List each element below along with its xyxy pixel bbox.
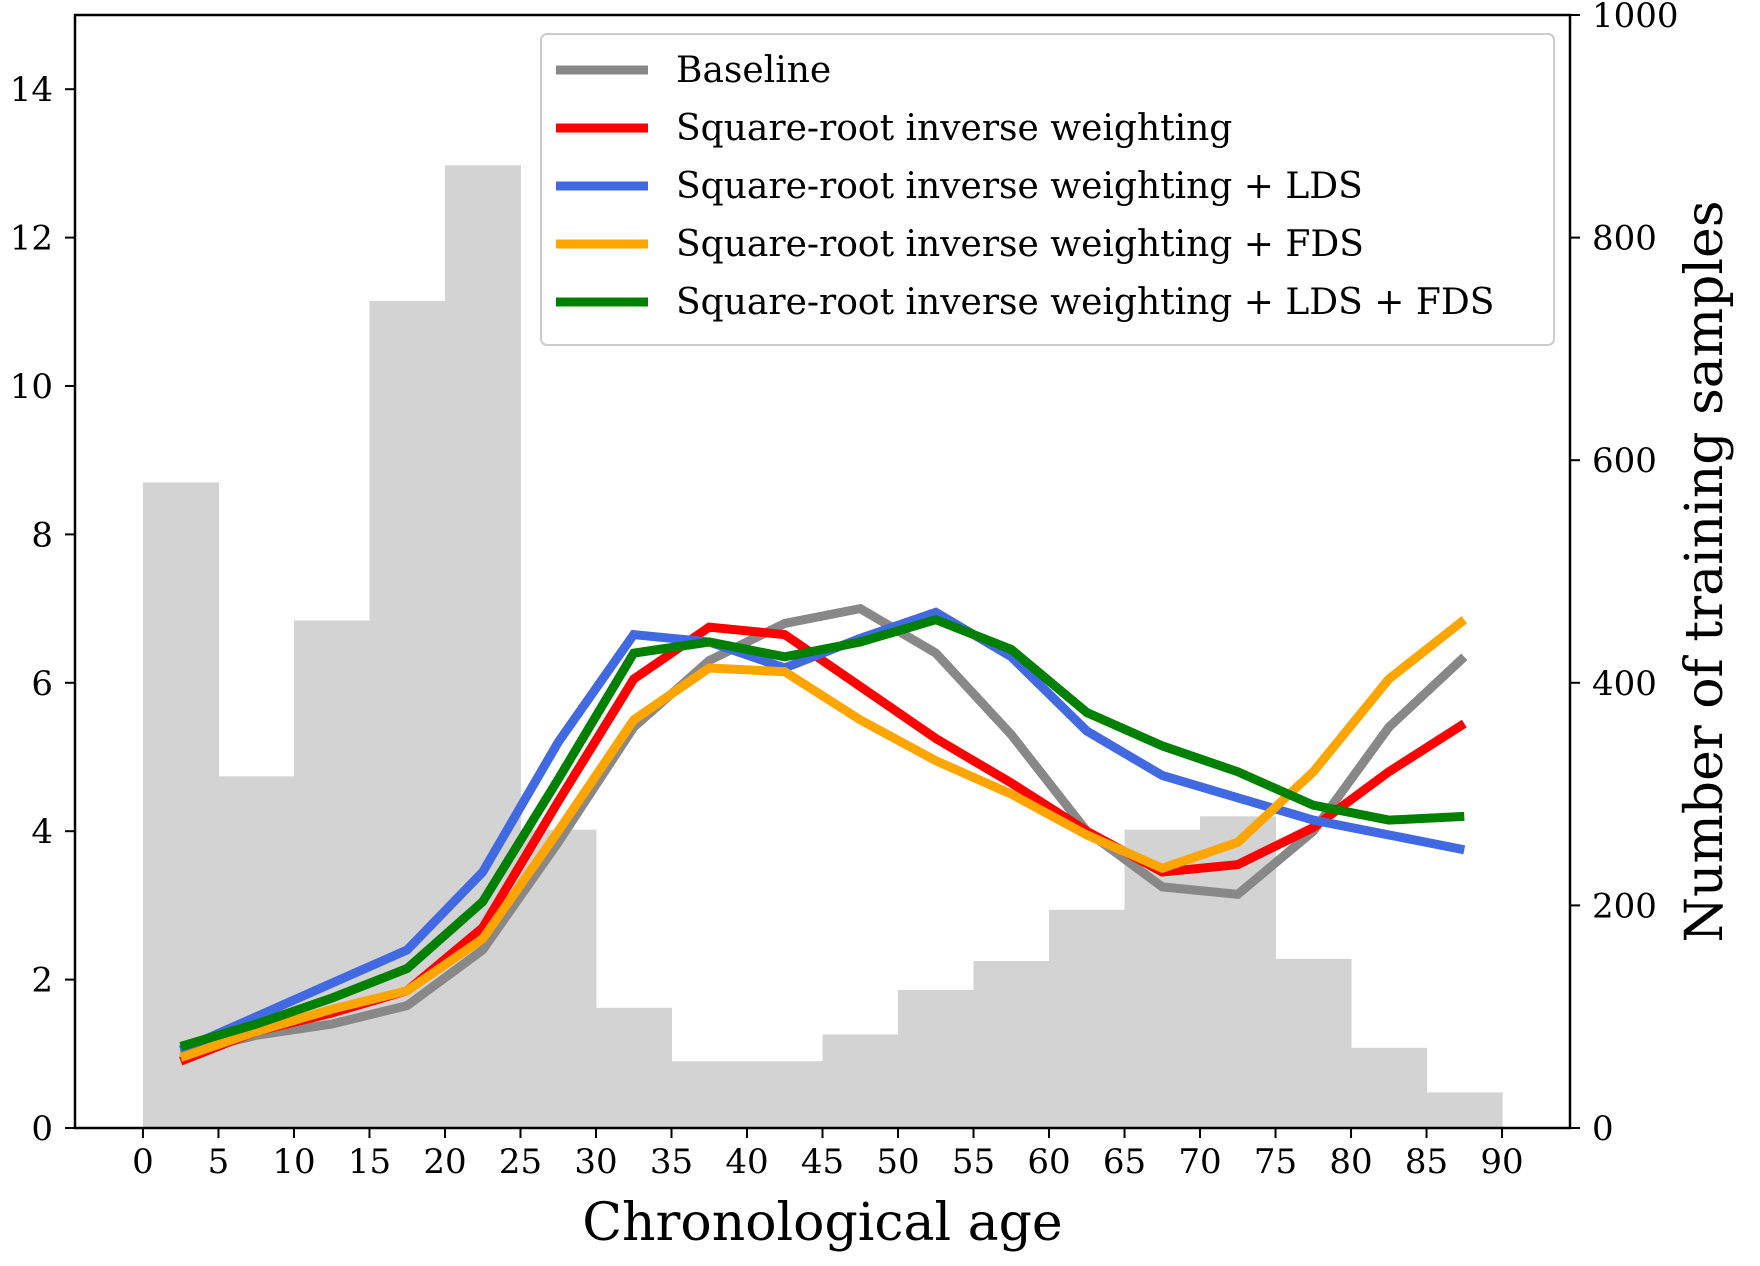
histogram-bar (444, 165, 521, 1128)
series-lines (178, 603, 1468, 1066)
y-right-tick-label: 400 (1592, 664, 1657, 704)
x-tick-label: 0 (132, 1142, 154, 1182)
histogram-bar (822, 1034, 899, 1128)
y-left-tick-label: 12 (10, 219, 53, 259)
histogram-bar (671, 1061, 748, 1128)
x-axis-title: Chronological age (582, 1193, 1062, 1253)
histogram-bar (218, 776, 295, 1128)
x-tick-label: 85 (1405, 1142, 1448, 1182)
y-right-tick-label: 0 (1592, 1109, 1614, 1149)
y-left-tick-label: 6 (31, 664, 53, 704)
y-right-tick-label: 800 (1592, 219, 1657, 259)
y-right-tick-label: 200 (1592, 886, 1657, 926)
x-tick-label: 50 (876, 1142, 919, 1182)
y-left-tick-label: 2 (31, 961, 53, 1001)
series-line (179, 614, 1465, 1051)
x-tick-label: 15 (348, 1142, 391, 1182)
x-tick-label: 20 (423, 1142, 466, 1182)
x-tick-label: 55 (952, 1142, 995, 1182)
histogram-bar (1275, 958, 1352, 1128)
y-axis-right: 0 200 400 600 800 1000 (1570, 0, 1679, 1149)
x-tick-label: 10 (272, 1142, 315, 1182)
x-tick-label: 80 (1329, 1142, 1372, 1182)
y-left-tick-label: 10 (10, 367, 53, 407)
x-tick-label: 65 (1103, 1142, 1146, 1182)
histogram-bar (293, 620, 370, 1128)
legend-label: Square-root inverse weighting + LDS + FD… (676, 282, 1494, 323)
histogram-bar (898, 989, 975, 1128)
legend-label: Square-root inverse weighting (676, 108, 1232, 149)
series-line (179, 616, 1468, 1062)
histogram-bar (1049, 909, 1126, 1128)
y-left-tick-label: 0 (31, 1109, 53, 1149)
x-tick-label: 5 (208, 1142, 230, 1182)
x-tick-label: 75 (1254, 1142, 1297, 1182)
x-tick-label: 35 (650, 1142, 693, 1182)
series-line (179, 603, 1468, 1059)
y-right-tick-label: 600 (1592, 441, 1657, 481)
y-left-tick-label: 4 (31, 812, 53, 852)
x-tick-label: 60 (1027, 1142, 1070, 1182)
histogram-bar (595, 1007, 672, 1128)
legend-box (540, 33, 1555, 346)
x-tick-label: 25 (499, 1142, 542, 1182)
x-tick-label: 30 (574, 1142, 617, 1182)
legend-label: Square-root inverse weighting + LDS (676, 166, 1363, 207)
legend-label: Square-root inverse weighting + FDS (676, 224, 1364, 265)
y-axis-left: 0 2 4 6 8 10 12 14 (10, 70, 75, 1149)
histogram-bar (973, 961, 1050, 1128)
y-left-tick-label: 8 (31, 515, 53, 555)
histogram-bar (142, 482, 219, 1129)
y-left-tick-label: 14 (10, 70, 53, 110)
x-tick-label: 90 (1480, 1142, 1523, 1182)
x-axis: 0 5 10 15 20 25 30 35 40 45 50 55 60 65 70 75 80 85 90 (132, 1128, 1524, 1182)
histogram-bar (1124, 829, 1201, 1128)
histogram-bar (1351, 1047, 1428, 1128)
legend-label: Baseline (676, 50, 831, 91)
x-tick-label: 70 (1178, 1142, 1221, 1182)
histogram-bar (1426, 1092, 1503, 1128)
histogram-bar (746, 1061, 823, 1128)
x-tick-label: 45 (801, 1142, 844, 1182)
y-axis-right-title: Number of training samples (1675, 200, 1735, 942)
y-right-tick-label: 1000 (1592, 0, 1679, 36)
x-tick-label: 40 (725, 1142, 768, 1182)
legend: Baseline Square-root inverse weighting Squ… (540, 33, 1555, 346)
